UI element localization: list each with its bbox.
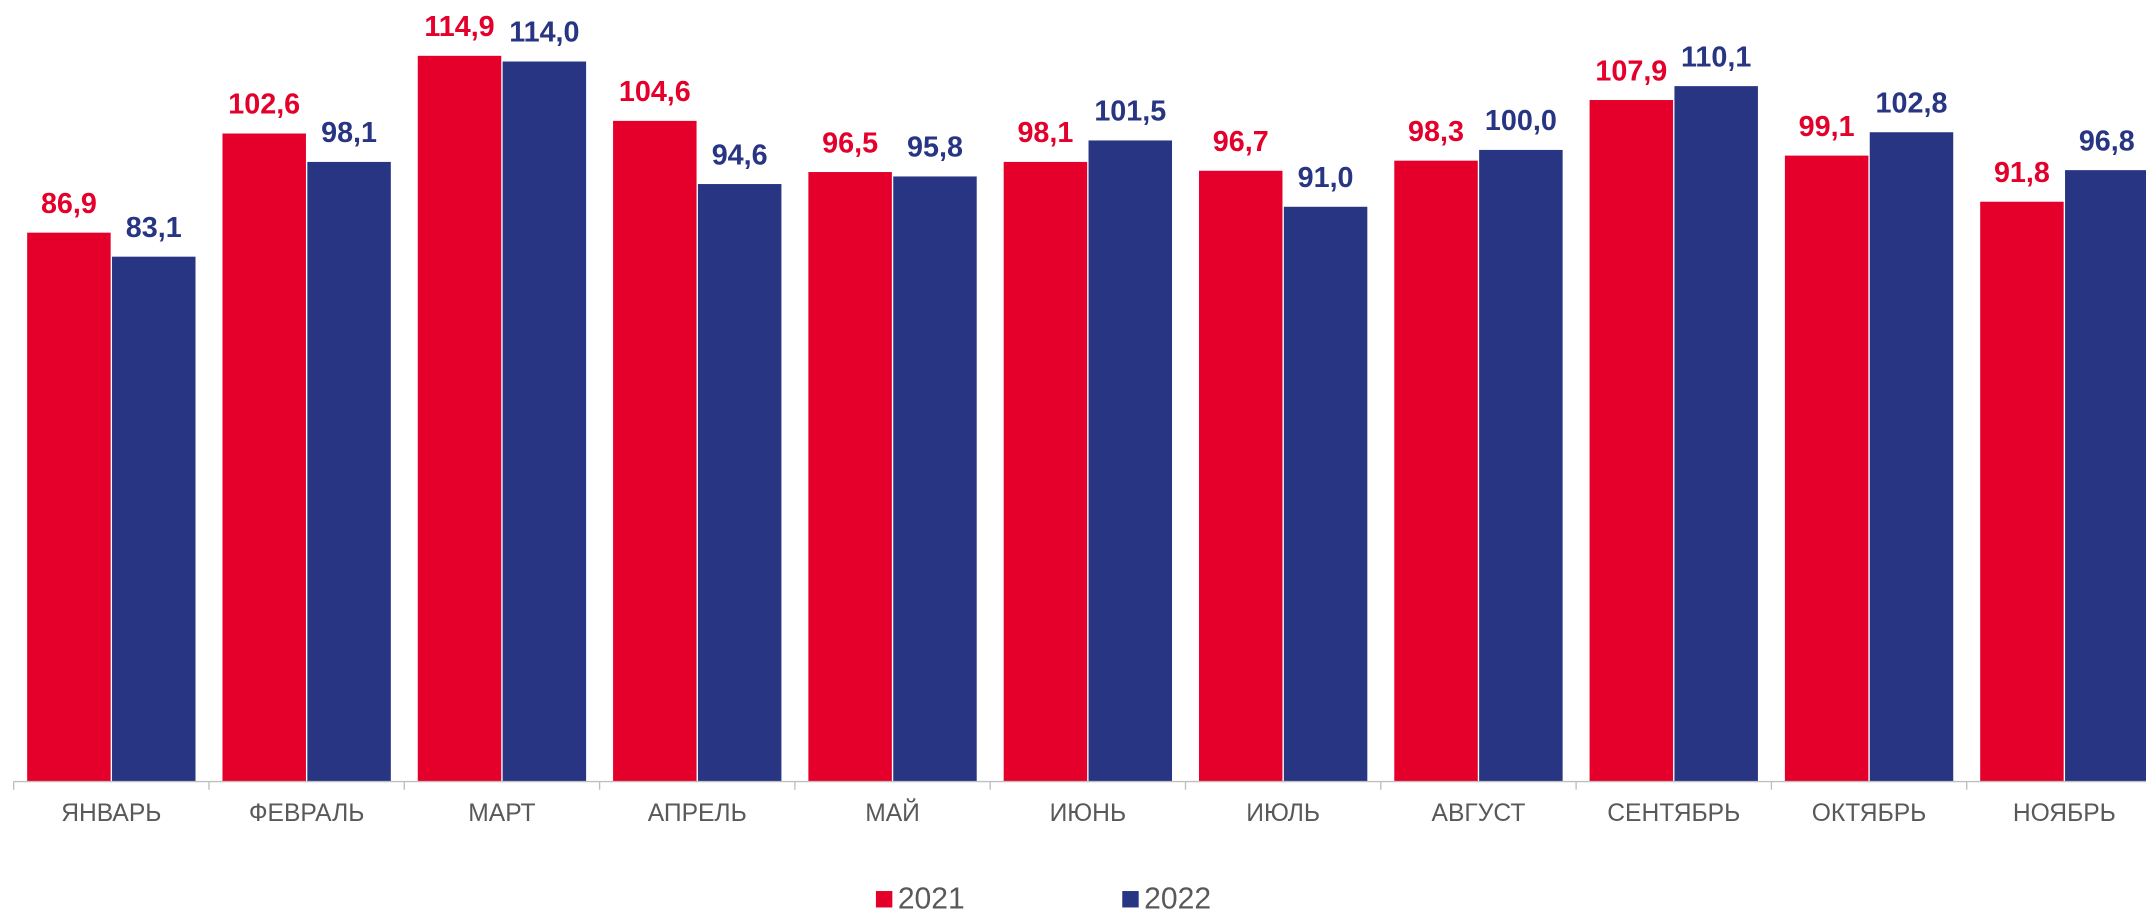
- data-label: 102,8: [1876, 87, 1948, 119]
- bar: [502, 61, 587, 782]
- bar: [222, 133, 306, 782]
- data-label: 91,0: [1298, 162, 1354, 194]
- bar: [1784, 155, 1869, 782]
- bar: [1198, 170, 1283, 782]
- data-label: 98,1: [321, 117, 377, 149]
- legend-swatch: [1122, 891, 1139, 908]
- data-label: 107,9: [1595, 55, 1667, 87]
- x-tick-label: СЕНТЯБРЬ: [1607, 800, 1740, 827]
- x-tick-label: МАРТ: [468, 800, 535, 827]
- x-tick-label: ЯНВАРЬ: [61, 800, 161, 827]
- bar: [112, 256, 196, 782]
- x-tick-label: ФЕВРАЛЬ: [249, 800, 365, 827]
- data-label: 114,9: [424, 11, 494, 43]
- data-label: 96,7: [1213, 126, 1269, 158]
- data-label: 110,1: [1681, 41, 1751, 73]
- data-label: 102,6: [228, 89, 300, 121]
- data-label: 100,0: [1485, 105, 1557, 137]
- bar: [1003, 161, 1088, 782]
- bar: [307, 161, 391, 782]
- x-tick-label: МАЙ: [865, 799, 920, 827]
- data-label: 99,1: [1799, 111, 1855, 143]
- bar: [1980, 201, 2064, 782]
- bar: [893, 176, 977, 782]
- data-label: 94,6: [712, 139, 768, 171]
- data-label: 83,1: [126, 212, 182, 244]
- bar: [1283, 206, 1368, 782]
- data-label: 96,8: [2079, 125, 2135, 157]
- x-tick-label: ОКТЯБРЬ: [1812, 800, 1927, 827]
- x-tick-label: НОЯБРЬ: [2013, 800, 2116, 827]
- data-label: 104,6: [619, 76, 691, 108]
- bar: [697, 184, 782, 782]
- data-label: 98,1: [1017, 117, 1073, 149]
- bar: [2065, 170, 2146, 782]
- legend-label: 2021: [898, 883, 965, 913]
- x-tick-label: ИЮНЬ: [1050, 800, 1127, 827]
- legend-swatch: [875, 891, 893, 908]
- bar: [1479, 149, 1563, 782]
- legend-label: 2022: [1144, 883, 1211, 913]
- bar: [1394, 160, 1478, 782]
- data-label: 86,9: [41, 188, 97, 220]
- x-tick-label: АВГУСТ: [1432, 800, 1526, 827]
- x-tick-label: АПРЕЛЬ: [648, 800, 747, 827]
- bar: [1674, 86, 1758, 782]
- bar: [417, 55, 502, 782]
- bar: [1869, 132, 1954, 782]
- bar: [27, 232, 111, 782]
- data-label: 96,5: [822, 127, 878, 159]
- bar: [613, 120, 697, 782]
- data-label: 114,0: [509, 17, 579, 49]
- data-label: 101,5: [1094, 96, 1166, 128]
- data-label: 98,3: [1408, 116, 1464, 148]
- bar: [1088, 140, 1173, 782]
- data-label: 95,8: [907, 132, 963, 164]
- bar: [808, 172, 892, 782]
- data-label: 91,8: [1994, 157, 2050, 189]
- x-tick-label: ИЮЛЬ: [1246, 800, 1320, 827]
- bar: [1589, 100, 1674, 782]
